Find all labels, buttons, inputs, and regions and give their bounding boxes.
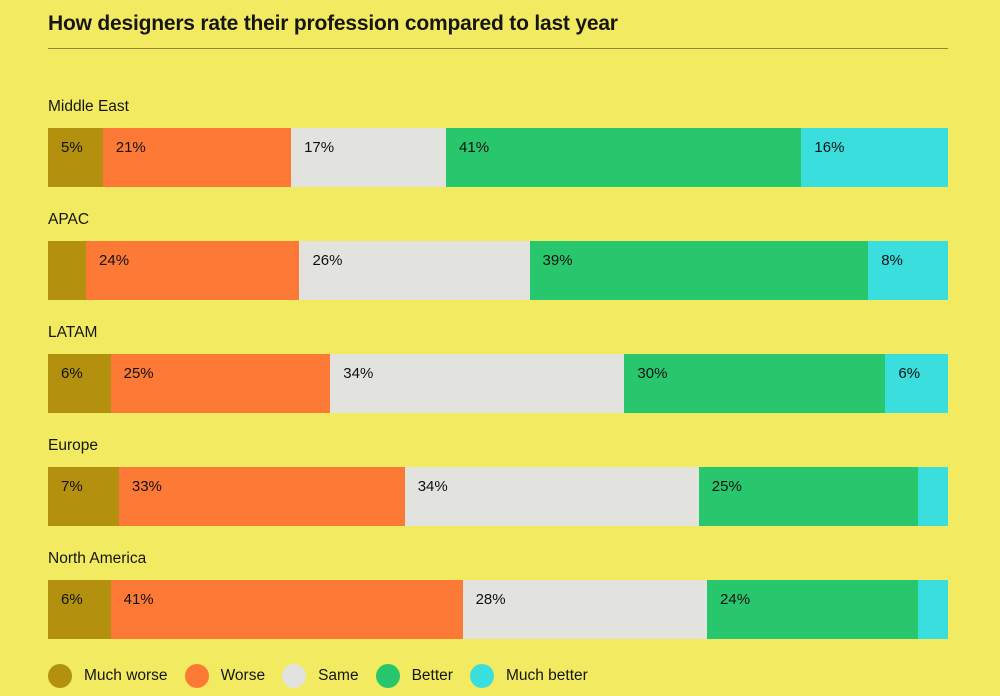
legend-label: Better: [411, 667, 453, 684]
bar-segment-better: 30%: [624, 354, 886, 413]
page-title: How designers rate their profession comp…: [48, 12, 618, 35]
region-label: Middle East: [48, 98, 129, 115]
legend-label: Much better: [505, 667, 588, 684]
region-label: North America: [48, 550, 147, 567]
stacked-bar: 24% 26% 39% 8%: [48, 241, 948, 300]
legend-item: Worse: [184, 664, 266, 688]
region-row: Middle East 5% 21% 17% 41% 16%: [48, 98, 948, 187]
region-label: LATAM: [48, 324, 98, 341]
legend-item: Much worse: [48, 664, 168, 688]
legend-label: Much worse: [84, 667, 168, 684]
legend: Much worse Worse Same Better Much better: [48, 664, 948, 688]
stacked-bar: 6% 25% 34% 30% 6%: [48, 354, 949, 413]
bar-segment-much-worse: 7%: [48, 467, 119, 526]
legend-swatch-much-better: [469, 664, 494, 688]
stacked-bar: 6% 41% 28% 24%: [48, 580, 948, 639]
stacked-bar: 5% 21% 17% 41% 16%: [48, 128, 948, 187]
bar-segment-same: 34%: [330, 354, 625, 413]
legend-item: Much better: [469, 664, 588, 688]
chart-area: Middle East 5% 21% 17% 41% 16% APAC 24% …: [48, 98, 949, 639]
bar-segment-worse: 24%: [86, 241, 300, 300]
bar-segment-much-worse: [48, 241, 87, 300]
region-label: APAC: [48, 211, 90, 228]
stacked-bar: 7% 33% 34% 25%: [48, 467, 949, 526]
legend-item: Better: [375, 664, 453, 688]
legend-label: Same: [318, 667, 359, 684]
legend-swatch-better: [375, 664, 400, 688]
bar-segment-much-better: [918, 580, 948, 639]
bar-segment-much-better: 16%: [801, 128, 948, 187]
bar-segment-same: 17%: [291, 128, 447, 187]
bar-segment-much-worse: 5%: [48, 128, 103, 187]
bar-segment-much-worse: 6%: [48, 354, 111, 413]
bar-segment-much-better: [918, 467, 949, 526]
region-row: LATAM 6% 25% 34% 30% 6%: [48, 324, 949, 413]
bar-segment-much-better: 6%: [885, 354, 949, 413]
bar-segment-worse: 41%: [110, 580, 463, 639]
legend-item: Same: [282, 664, 359, 688]
legend-swatch-worse: [184, 664, 209, 688]
region-row: North America 6% 41% 28% 24%: [48, 550, 948, 639]
region-row: APAC 24% 26% 39% 8%: [48, 211, 948, 300]
region-row: Europe 7% 33% 34% 25%: [48, 437, 949, 526]
region-label: Europe: [48, 437, 98, 454]
bar-segment-better: 41%: [446, 128, 802, 187]
bar-segment-much-better: 8%: [868, 241, 948, 300]
bar-segment-better: 24%: [707, 580, 919, 639]
bar-segment-worse: 21%: [102, 128, 292, 187]
legend-swatch-much-worse: [48, 664, 72, 688]
bar-segment-worse: 25%: [110, 354, 331, 413]
bar-segment-same: 26%: [299, 241, 530, 300]
bar-segment-worse: 33%: [118, 467, 405, 526]
bar-segment-same: 34%: [404, 467, 699, 526]
bar-segment-better: 39%: [529, 241, 869, 300]
legend-label: Worse: [220, 667, 266, 684]
bar-segment-same: 28%: [462, 580, 708, 639]
bar-segment-much-worse: 6%: [48, 580, 111, 639]
title-divider: [48, 48, 948, 49]
legend-swatch-same: [282, 664, 307, 688]
bar-segment-better: 25%: [698, 467, 919, 526]
